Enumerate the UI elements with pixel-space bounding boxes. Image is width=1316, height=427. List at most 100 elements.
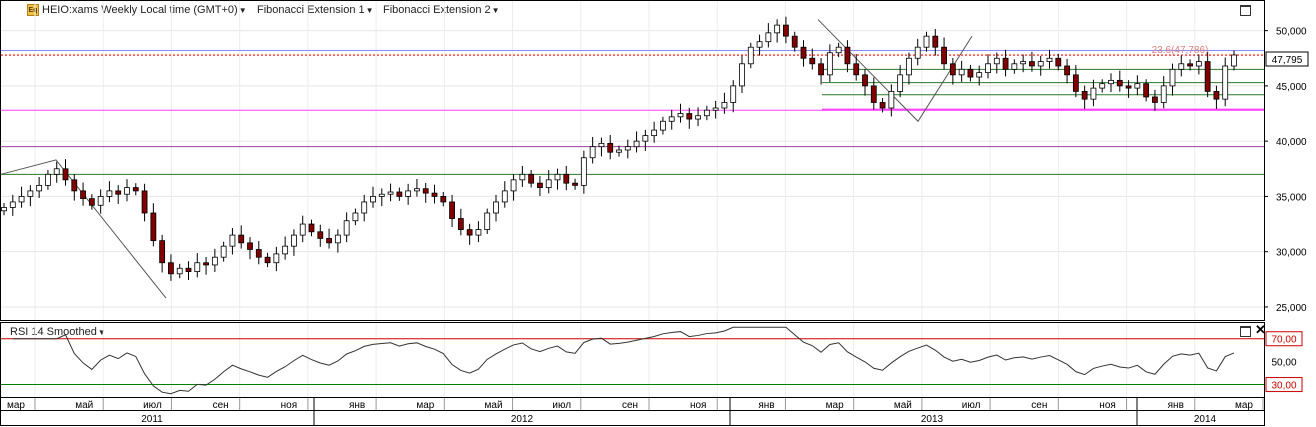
- year-label: 2011: [141, 414, 163, 425]
- candle-body: [71, 179, 78, 192]
- candle-body: [695, 115, 701, 120]
- candle-body: [826, 52, 833, 76]
- candle-body: [800, 46, 807, 59]
- instrument-title[interactable]: HEIO:xams Weekly Local time (GMT+0)▼: [42, 4, 247, 16]
- candle-body: [150, 212, 157, 242]
- month-label: ноя: [281, 400, 298, 411]
- candle-body: [220, 245, 227, 258]
- y-tick-label: 35,000: [1276, 192, 1307, 203]
- candle-body: [370, 196, 376, 203]
- fib2-dropdown-icon: ▼: [491, 6, 500, 15]
- candle-body: [879, 102, 886, 109]
- candle-body: [1020, 61, 1027, 65]
- rsi-level-label: 50,00: [1271, 358, 1296, 369]
- candle-body: [247, 242, 253, 250]
- candle-body: [211, 256, 218, 266]
- candle-body: [106, 190, 113, 197]
- candle-body: [124, 187, 130, 195]
- candle-body: [932, 35, 939, 48]
- month-label: май: [485, 400, 503, 411]
- candle-body: [1152, 96, 1158, 103]
- candle-body: [1099, 83, 1106, 89]
- candle-body: [624, 146, 631, 151]
- last-price-value: 47,795: [1272, 55, 1303, 66]
- candle-body: [484, 212, 491, 230]
- candle-body: [475, 229, 482, 236]
- rsi-level-tag: [1265, 377, 1303, 393]
- indicator-fib-1[interactable]: Fibonacci Extension 1▼: [257, 4, 374, 16]
- candle-body: [1169, 68, 1176, 87]
- candle-body: [835, 46, 842, 54]
- y-tick-label: 25,000: [1276, 303, 1307, 314]
- candle-body: [1222, 65, 1229, 100]
- candle-body: [457, 218, 464, 230]
- month-label: мар: [1235, 400, 1253, 411]
- candle-body: [343, 220, 350, 236]
- candle-body: [1064, 65, 1070, 76]
- candle-body: [958, 68, 965, 76]
- candle-body: [1090, 87, 1097, 100]
- candle-body: [809, 57, 816, 65]
- month-label: янв: [349, 400, 365, 411]
- candle-body: [607, 142, 614, 153]
- fib2-trendline: [817, 19, 973, 123]
- candle-body: [1011, 63, 1018, 70]
- candle-body: [440, 196, 447, 203]
- candle-body: [1160, 85, 1167, 103]
- month-label: июл: [552, 400, 571, 411]
- y-tick-label: 40,000: [1276, 137, 1307, 148]
- rsi-dropdown-icon: ▼: [97, 328, 106, 337]
- maximize-price-pane-icon[interactable]: [1240, 5, 1251, 16]
- candle-body: [1108, 79, 1114, 85]
- candle-body: [1125, 85, 1132, 89]
- candle-body: [651, 129, 658, 137]
- indicator-fib-2[interactable]: Fibonacci Extension 2▼: [383, 4, 500, 16]
- month-label: ноя: [690, 400, 707, 411]
- candle-body: [949, 63, 956, 76]
- candle-body: [501, 190, 508, 203]
- candle-body: [545, 179, 552, 188]
- maximize-rsi-pane-icon[interactable]: [1240, 326, 1251, 337]
- candle-body: [431, 192, 438, 197]
- y-tick-label: 45,000: [1276, 82, 1307, 93]
- candle-body: [985, 63, 991, 74]
- price-pane-border: [0, 0, 1265, 321]
- month-label: сен: [213, 400, 229, 411]
- candle-body: [668, 116, 675, 122]
- candle-body: [739, 63, 745, 87]
- month-label: сен: [1031, 400, 1047, 411]
- year-label: 2014: [1194, 414, 1217, 425]
- candle-body: [897, 74, 904, 92]
- candle-body: [712, 107, 719, 111]
- candle-body: [255, 249, 262, 258]
- candle-body: [660, 120, 666, 131]
- candle-body: [914, 46, 921, 59]
- candle-body: [554, 173, 561, 181]
- candle-body: [563, 173, 570, 184]
- candle-body: [1213, 91, 1220, 100]
- candle-body: [1072, 74, 1079, 92]
- candle-body: [1002, 57, 1009, 70]
- candle-body: [1187, 63, 1193, 67]
- candle-body: [88, 198, 95, 206]
- year-label: 2013: [921, 414, 944, 425]
- candle-body: [9, 201, 16, 208]
- candle-body: [528, 173, 535, 184]
- candle-body: [993, 57, 1000, 65]
- candle-body: [282, 245, 289, 255]
- year-label: 2012: [511, 414, 534, 425]
- candle-body: [493, 201, 499, 214]
- candle-body: [27, 190, 34, 197]
- candle-body: [783, 24, 789, 37]
- candle-body: [317, 231, 324, 239]
- close-rsi-pane-icon[interactable]: ✕: [1255, 322, 1266, 337]
- candle-body: [906, 57, 912, 76]
- candle-body: [273, 253, 280, 264]
- month-label: мар: [7, 400, 25, 411]
- candle-body: [159, 240, 166, 264]
- rsi-title[interactable]: RSI 14 Smoothed▼: [10, 326, 106, 338]
- candle-body: [308, 223, 315, 233]
- candle-body: [1204, 61, 1211, 92]
- candle-body: [1143, 83, 1150, 98]
